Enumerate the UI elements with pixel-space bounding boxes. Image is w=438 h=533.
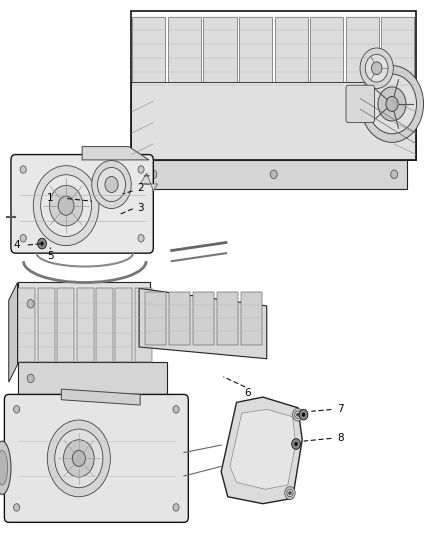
Bar xyxy=(132,17,166,85)
Circle shape xyxy=(20,166,26,173)
Circle shape xyxy=(138,166,144,173)
Circle shape xyxy=(105,176,118,192)
Polygon shape xyxy=(18,282,150,365)
Circle shape xyxy=(33,166,99,246)
Bar xyxy=(135,288,152,362)
FancyBboxPatch shape xyxy=(346,85,374,123)
Circle shape xyxy=(297,413,299,416)
Bar xyxy=(275,17,308,85)
Circle shape xyxy=(27,374,34,383)
Polygon shape xyxy=(230,409,296,489)
Ellipse shape xyxy=(0,441,11,495)
Bar xyxy=(193,292,214,345)
Bar xyxy=(18,288,35,362)
Circle shape xyxy=(173,504,179,511)
Text: 3: 3 xyxy=(137,203,144,213)
Circle shape xyxy=(47,420,110,497)
Circle shape xyxy=(360,48,393,88)
Bar xyxy=(57,288,74,362)
Circle shape xyxy=(173,406,179,413)
Circle shape xyxy=(49,185,83,226)
Bar xyxy=(346,17,379,85)
Bar xyxy=(131,82,416,160)
Bar xyxy=(310,17,343,85)
Circle shape xyxy=(299,409,308,420)
Text: 1: 1 xyxy=(47,193,54,203)
Circle shape xyxy=(55,429,103,488)
Bar xyxy=(239,17,272,85)
Circle shape xyxy=(292,439,300,449)
Circle shape xyxy=(41,175,92,237)
Circle shape xyxy=(295,411,301,418)
Circle shape xyxy=(293,408,303,421)
Ellipse shape xyxy=(0,450,8,485)
Circle shape xyxy=(289,491,291,495)
Bar xyxy=(38,288,55,362)
Circle shape xyxy=(92,160,131,208)
Circle shape xyxy=(27,300,34,308)
Bar xyxy=(96,288,113,362)
Polygon shape xyxy=(140,160,407,189)
Circle shape xyxy=(38,238,46,249)
Bar xyxy=(217,292,238,345)
Polygon shape xyxy=(139,288,267,359)
Polygon shape xyxy=(82,147,149,160)
Circle shape xyxy=(378,87,406,121)
Circle shape xyxy=(20,235,26,242)
Polygon shape xyxy=(9,282,18,382)
Polygon shape xyxy=(61,389,140,405)
Circle shape xyxy=(302,413,305,417)
Circle shape xyxy=(98,167,126,201)
Text: 5: 5 xyxy=(47,251,54,261)
Polygon shape xyxy=(140,173,158,191)
Bar xyxy=(170,292,191,345)
Bar xyxy=(241,292,262,345)
Bar xyxy=(18,362,167,400)
Circle shape xyxy=(287,489,293,497)
Circle shape xyxy=(72,450,85,466)
Circle shape xyxy=(64,440,94,477)
Text: 7: 7 xyxy=(337,405,344,414)
Polygon shape xyxy=(221,397,302,504)
Bar xyxy=(145,292,166,345)
Circle shape xyxy=(14,504,20,511)
Text: 4: 4 xyxy=(13,240,20,250)
Circle shape xyxy=(40,241,44,246)
Circle shape xyxy=(285,487,295,499)
Circle shape xyxy=(14,406,20,413)
FancyBboxPatch shape xyxy=(11,155,153,253)
Circle shape xyxy=(270,170,277,179)
Bar xyxy=(381,17,414,85)
Circle shape xyxy=(294,442,298,446)
Bar xyxy=(77,288,94,362)
Circle shape xyxy=(391,170,398,179)
Circle shape xyxy=(386,96,398,111)
Text: 2: 2 xyxy=(137,183,144,192)
Bar xyxy=(203,17,237,85)
Circle shape xyxy=(58,196,74,215)
Circle shape xyxy=(371,62,382,75)
Bar xyxy=(115,288,132,362)
FancyBboxPatch shape xyxy=(4,394,188,522)
Text: 8: 8 xyxy=(337,433,344,443)
Bar xyxy=(168,17,201,85)
Text: 6: 6 xyxy=(244,389,251,398)
Circle shape xyxy=(365,54,388,82)
Circle shape xyxy=(367,74,417,134)
Circle shape xyxy=(138,235,144,242)
Circle shape xyxy=(360,66,424,142)
Circle shape xyxy=(150,170,157,179)
